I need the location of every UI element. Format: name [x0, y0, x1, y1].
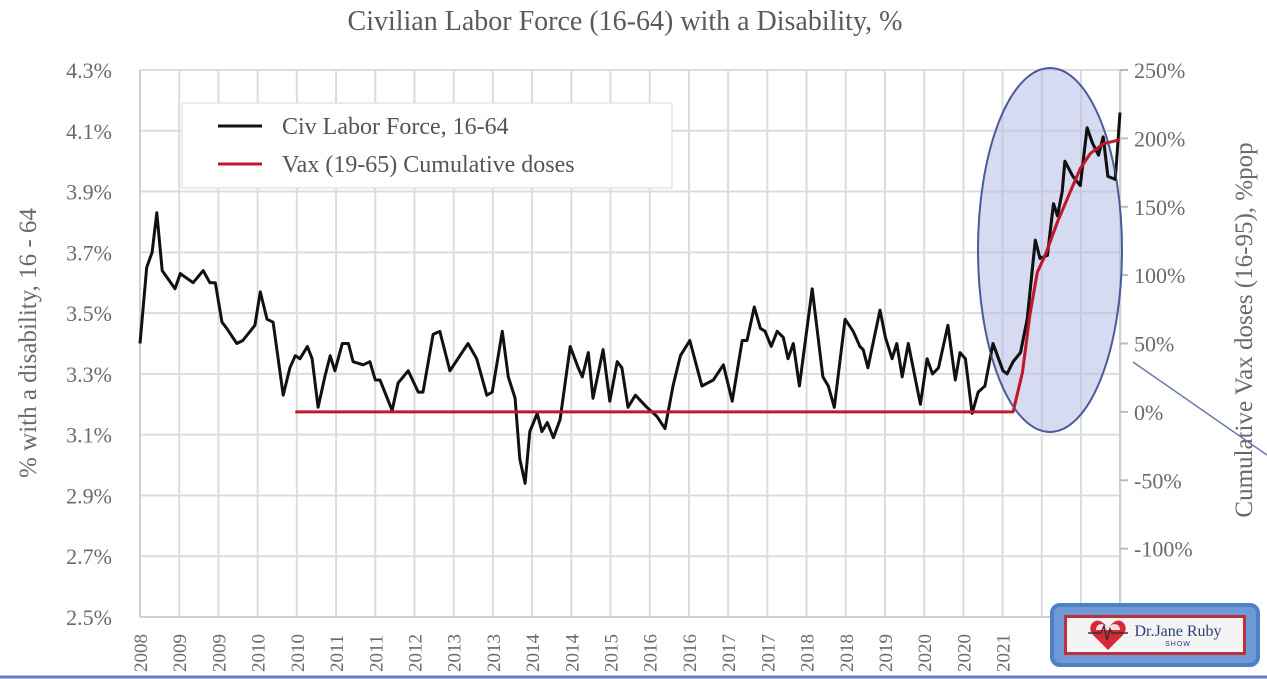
y-tick-label: 3.5%	[66, 301, 112, 326]
x-tick-label: 2012	[405, 634, 426, 672]
watermark-logo: Dr.Jane Ruby SHOW	[1050, 603, 1260, 667]
watermark-subtext: SHOW	[1165, 640, 1191, 648]
y-tick-label: 2.5%	[66, 605, 112, 630]
y-tick-label: 4.3%	[66, 58, 112, 83]
x-tick-label: 2014	[562, 634, 583, 673]
x-tick-label: 2009	[170, 634, 191, 672]
x-tick-label: 2018	[837, 634, 858, 672]
legend: Civ Labor Force, 16-64 Vax (19-65) Cumul…	[181, 102, 673, 189]
x-tick-label: 2016	[641, 634, 662, 672]
y-tick-label: 2.9%	[66, 483, 112, 508]
chart-title: Civilian Labor Force (16-64) with a Disa…	[348, 6, 903, 37]
watermark-logo-inner: Dr.Jane Ruby SHOW	[1064, 615, 1246, 655]
y-right-tick-label: 0%	[1134, 400, 1163, 425]
x-axis: 2008 2009 2009 2010 2010 2011 2011 2012 2013 2013…	[131, 634, 1015, 673]
y-right-tick-label: 150%	[1134, 195, 1185, 220]
y-axis-left: 4.3% 4.1% 3.9% 3.7% 3.5% 3.3% 3.1% 2.9% 2.7% 2.5%	[66, 58, 112, 630]
y-tick-label: 3.7%	[66, 240, 112, 265]
x-tick-label: 2015	[602, 634, 623, 672]
y-right-tick-label: 200%	[1134, 126, 1185, 151]
x-tick-label: 2017	[758, 634, 779, 672]
legend-box	[181, 102, 673, 189]
y-axis-label-right: Cumulative Vax doses (16-95), %pop	[1231, 142, 1258, 517]
x-tick-label: 2017	[719, 634, 740, 672]
x-tick-label: 2020	[915, 634, 936, 672]
x-tick-label: 2010	[288, 634, 309, 672]
series-line-vax	[978, 138, 1121, 414]
y-right-tick-label: 100%	[1134, 263, 1185, 288]
y-tick-label: 3.3%	[66, 362, 112, 387]
y-right-tick-label: 50%	[1134, 332, 1174, 357]
watermark-text: Dr.Jane Ruby	[1134, 622, 1222, 640]
y-right-tick-label: -100%	[1134, 537, 1193, 562]
y-tick-label: 4.1%	[66, 119, 112, 144]
x-tick-label: 2021	[994, 634, 1015, 672]
x-tick-label: 2008	[131, 634, 152, 672]
legend-label-vax: Vax (19-65) Cumulative doses	[282, 152, 575, 178]
x-tick-label: 2020	[954, 634, 975, 672]
x-tick-label: 2018	[798, 634, 819, 672]
highlight-ellipse	[977, 67, 1123, 433]
y-tick-label: 3.9%	[66, 180, 112, 205]
y-right-tick-label: -50%	[1134, 468, 1182, 493]
y-tick-label: 2.7%	[66, 544, 112, 569]
x-tick-label: 2011	[366, 635, 387, 672]
x-tick-label: 2014	[523, 634, 544, 673]
y-axis-right: 250% 200% 150% 100% 50% 0% -50% -100%	[1120, 58, 1193, 562]
y-tick-label: 3.1%	[66, 423, 112, 448]
heart-pulse-icon	[1088, 620, 1129, 650]
series-line-labor-force	[138, 112, 1122, 485]
y-axis-label-left: % with a disability, 16 - 64	[15, 208, 42, 478]
x-tick-label: 2009	[209, 634, 230, 672]
x-tick-label: 2013	[445, 634, 466, 672]
callout-line	[1132, 361, 1267, 456]
x-tick-label: 2013	[484, 634, 505, 672]
legend-label-labor-force: Civ Labor Force, 16-64	[282, 114, 509, 140]
x-tick-label: 2011	[327, 635, 348, 672]
x-tick-label: 2016	[680, 634, 701, 672]
x-tick-label: 2019	[876, 634, 897, 672]
x-tick-label: 2010	[249, 634, 270, 672]
y-right-tick-label: 250%	[1134, 58, 1185, 83]
